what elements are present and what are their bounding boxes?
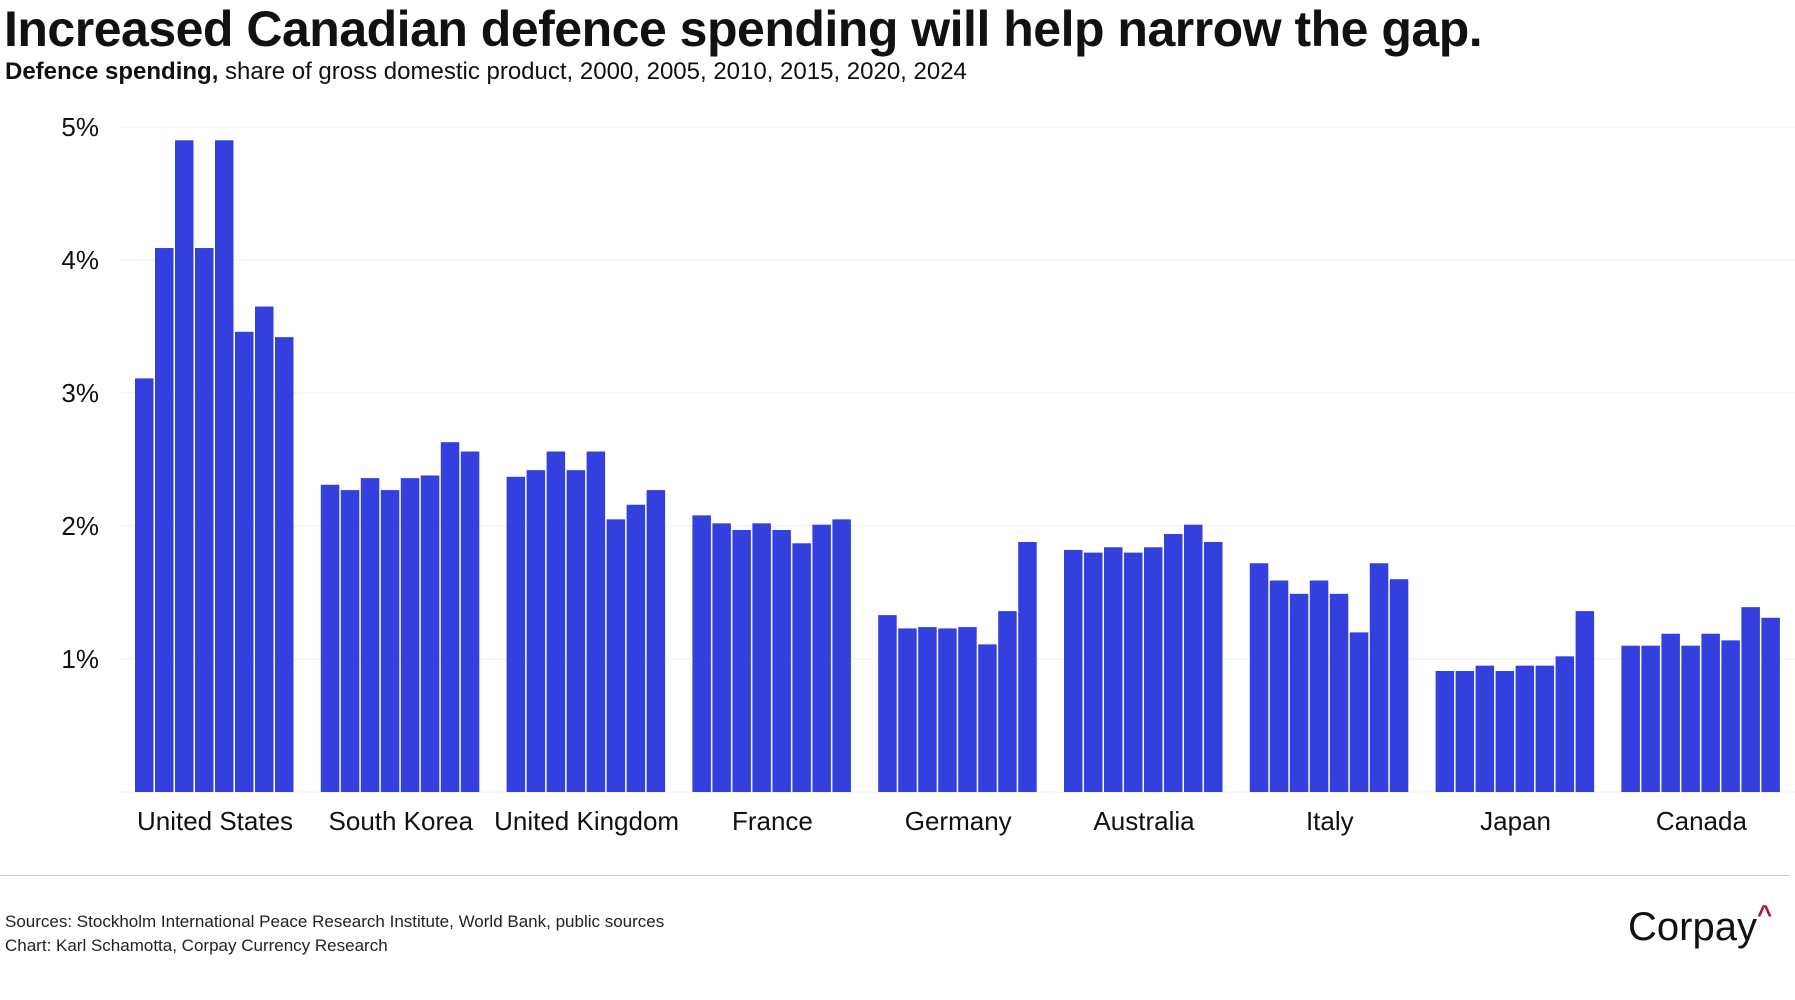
chart-title: Increased Canadian defence spending will… [4,1,1483,57]
bar [938,628,957,792]
bar [1721,640,1740,792]
x-category-label: Australia [1093,806,1195,836]
bar [1495,670,1515,792]
bar [380,490,400,792]
bar [1641,645,1660,792]
bar [1349,632,1369,792]
y-tick-label: 1% [61,644,99,674]
bar [235,331,254,792]
bar [732,529,751,792]
y-tick-label: 5% [61,112,99,142]
subtitle-text: share of gross domestic product, 2000, 2… [218,58,967,85]
bar [255,306,274,792]
y-tick-label: 2% [61,511,99,541]
bar [1761,617,1780,792]
bar [1018,541,1037,792]
bar [1555,656,1575,792]
bar [460,451,480,792]
bar [692,515,711,792]
bar [772,529,791,792]
bar [135,378,154,792]
bar [1184,524,1203,792]
bar [712,523,731,792]
sources-note: Sources: Stockholm International Peace R… [5,912,665,931]
bar [1249,563,1269,792]
y-tick-label: 3% [61,378,99,408]
logo-caret-icon: ^ [1756,899,1773,929]
bar [1269,580,1289,792]
bar [1661,633,1680,792]
bar [526,470,546,792]
bar [1104,547,1123,792]
bar [812,524,831,792]
bar [1309,580,1329,792]
bar [1701,633,1720,792]
bar-chart: 1% 2% 3% 4% 5% United States South Korea United… [61,112,1795,836]
bar [1741,607,1760,792]
bar [155,248,174,792]
bar [566,470,586,792]
bar [586,451,606,792]
x-category-label: Japan [1480,806,1551,836]
bar [898,628,917,792]
chart-subtitle: Defence spending, share of gross domesti… [5,58,967,86]
bar [606,519,626,792]
bar [878,615,897,792]
y-tick-label: 4% [61,245,99,275]
bar [1084,552,1103,792]
bar [958,627,977,792]
bar [1064,549,1083,792]
x-category-label: Germany [905,806,1012,836]
logo-text: Corpay [1628,905,1757,949]
bar [1329,593,1349,792]
bar [1204,541,1223,792]
x-category-label: South Korea [329,806,474,836]
bar [175,140,194,793]
bar [792,543,811,792]
footer-divider [0,875,1790,876]
bar [1475,665,1495,792]
bar [1124,552,1143,792]
bar [360,478,380,792]
bar [1575,611,1595,792]
bar [978,644,997,792]
bar [400,478,420,792]
bar [998,611,1017,792]
x-category-label: Italy [1306,806,1354,836]
bar [320,484,340,792]
bar [1535,665,1555,792]
chart-credit: Chart: Karl Schamotta, Corpay Currency R… [5,936,388,955]
bar [340,490,360,792]
x-category-label: United States [137,806,293,836]
bar [215,140,234,793]
bar [1389,579,1409,792]
bar [506,476,526,792]
bar [1681,645,1700,792]
corpay-logo: Corpay^ [1628,899,1772,950]
bar [1144,547,1163,792]
bar [1435,670,1455,792]
subtitle-bold: Defence spending, [5,58,219,85]
bar [1515,665,1535,792]
bar [1369,563,1389,792]
bar [546,451,566,792]
bar [420,475,440,792]
bar [275,337,294,792]
bar [195,248,214,792]
bar [1164,533,1183,792]
bar [1621,645,1640,792]
x-category-label: United Kingdom [494,806,679,836]
bar [752,523,771,792]
x-category-label: France [732,806,813,836]
bar [646,490,666,792]
bar [918,627,937,792]
bar [1289,593,1309,792]
bar [626,504,646,792]
x-category-label: Canada [1656,806,1748,836]
bar [832,519,851,792]
bar [440,442,460,792]
bar [1455,670,1475,792]
